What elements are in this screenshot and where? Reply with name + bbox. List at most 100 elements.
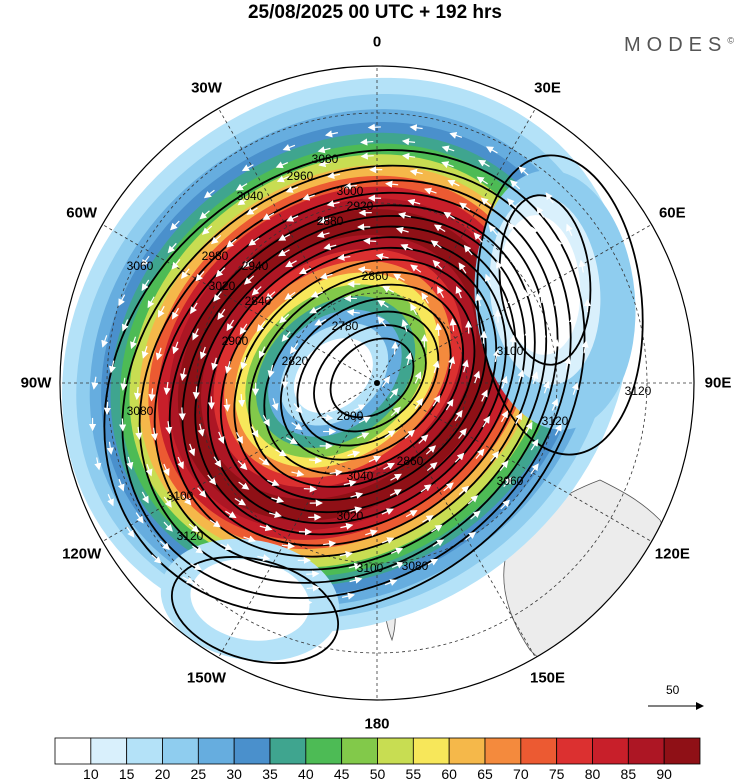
wind-vector xyxy=(448,356,456,370)
wind-vector xyxy=(285,260,297,268)
wind-vector xyxy=(538,329,547,344)
wind-vector xyxy=(507,198,517,209)
wind-vector xyxy=(203,189,215,199)
meridian-line xyxy=(376,382,652,542)
contour-labels: 2780 2800 2820 2840 2860 2860 2880 2900 2920 2940… xyxy=(127,152,652,575)
meridian-line xyxy=(376,382,536,658)
colorbar-swatch xyxy=(126,737,163,765)
wind-vector xyxy=(275,161,289,169)
wind-vector xyxy=(91,376,99,390)
wind-vector xyxy=(267,364,275,378)
wind-vector xyxy=(578,259,586,273)
wind-vector xyxy=(443,482,454,492)
wind-vector xyxy=(188,443,196,457)
colorbar-swatch xyxy=(341,737,378,765)
wind-vector xyxy=(306,584,320,592)
wind-vector xyxy=(337,253,351,261)
wind-vector xyxy=(426,558,439,566)
wind-vector xyxy=(507,295,515,309)
wind-vector xyxy=(500,375,508,389)
wind-vector xyxy=(522,289,530,303)
wind-vector xyxy=(329,469,343,477)
wind-vector xyxy=(447,180,460,187)
contour-label: 2820 xyxy=(282,354,309,368)
colorbar-swatch xyxy=(484,737,522,765)
wind-vector xyxy=(385,180,399,188)
longitude-label: 150W xyxy=(186,669,227,687)
wind-vector xyxy=(316,231,330,239)
contour-label: 2940 xyxy=(242,259,269,273)
colorbar-tick-label: 35 xyxy=(262,766,278,782)
wind-vector xyxy=(509,334,517,349)
contour-label: 2980 xyxy=(202,249,229,263)
longitude-label: 90E xyxy=(704,374,732,392)
wind-vector xyxy=(192,328,199,341)
wind-vector xyxy=(441,145,455,153)
wind-vector xyxy=(473,370,481,384)
colorbar-swatch xyxy=(412,737,450,765)
wind-vector xyxy=(213,291,222,302)
speed-band xyxy=(190,559,310,641)
longitude-label: 0 xyxy=(372,33,382,51)
wind-vector xyxy=(543,380,550,394)
wind-vector xyxy=(159,540,170,551)
wind-vector xyxy=(500,499,510,510)
longitude-label: 60E xyxy=(658,204,686,221)
colorbar-swatch xyxy=(233,737,271,765)
wind-vector xyxy=(389,388,399,399)
wind-vector xyxy=(485,146,498,154)
wind-vector xyxy=(481,389,488,402)
contour-label: 3060 xyxy=(127,259,154,273)
wind-vector xyxy=(192,386,200,400)
wind-vector xyxy=(424,187,437,195)
wind-vector xyxy=(264,291,276,301)
wind-vector xyxy=(368,455,382,463)
wind-vector xyxy=(367,123,381,131)
colorbar-tick-label: 80 xyxy=(584,766,601,782)
wind-vector xyxy=(480,197,492,207)
longitude-label: 150E xyxy=(529,669,566,687)
wind-vector xyxy=(239,323,248,335)
height-contour xyxy=(296,310,440,447)
wind-vector xyxy=(350,491,364,499)
wind-vector xyxy=(278,234,291,241)
colorbar-tick-label: 45 xyxy=(333,766,350,782)
wind-vector xyxy=(215,267,226,278)
contour-label: 3040 xyxy=(237,189,264,203)
wind-vector xyxy=(135,426,143,441)
wind-vector xyxy=(339,551,353,559)
wind-vector xyxy=(490,450,500,462)
wind-vector xyxy=(141,255,150,267)
wind-vector xyxy=(197,423,205,437)
wind-vector xyxy=(217,591,231,598)
wind-vector xyxy=(458,485,470,495)
wind-vector xyxy=(482,415,490,428)
wind-vector xyxy=(418,434,429,444)
wind-vector xyxy=(167,242,177,254)
wind-vector xyxy=(530,438,539,451)
wind-vector xyxy=(478,159,490,167)
wind-vector xyxy=(309,306,322,314)
wind-vector xyxy=(346,308,360,316)
colorbar-tick-label: 30 xyxy=(226,766,242,782)
wind-vector xyxy=(190,302,198,315)
wind-vector xyxy=(286,215,299,222)
meridian-line xyxy=(376,108,536,384)
colorbar-tick-label: 90 xyxy=(656,766,672,782)
wind-vector xyxy=(293,403,303,414)
colorbar-swatch xyxy=(448,737,486,765)
colorbar-swatch xyxy=(54,737,92,765)
wind-vector xyxy=(390,473,402,481)
wind-vector xyxy=(147,296,155,309)
colorbar-tick-label: 50 xyxy=(369,766,386,782)
wind-vector xyxy=(525,421,533,434)
wind-vector xyxy=(197,487,207,498)
wind-vector xyxy=(566,223,573,237)
wind-vector xyxy=(101,335,109,348)
wind-vector xyxy=(281,331,291,342)
wind-vector xyxy=(211,357,219,371)
height-contour xyxy=(168,204,536,558)
wind-vector xyxy=(226,238,237,248)
wind-vector xyxy=(414,398,424,409)
wind-vector xyxy=(271,496,285,504)
